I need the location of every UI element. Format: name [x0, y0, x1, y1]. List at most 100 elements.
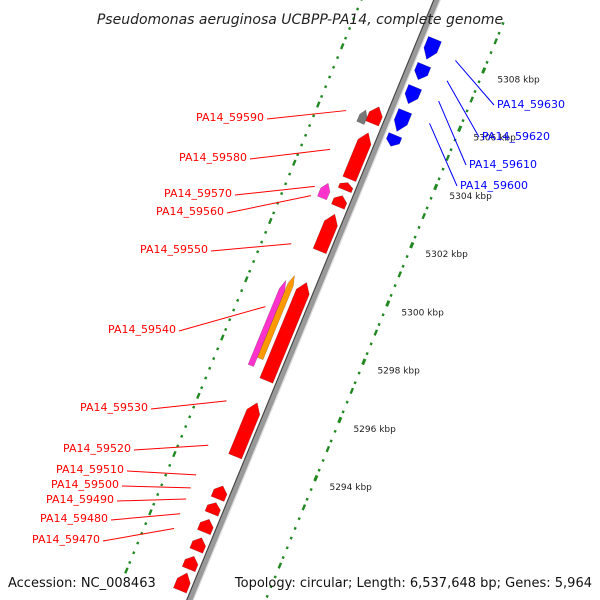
scale-tick — [381, 313, 385, 317]
gene-label[interactable]: PA14_59580 — [179, 151, 247, 164]
scale-tick — [461, 118, 465, 123]
gene-label[interactable]: PA14_59610 — [469, 158, 537, 171]
scale-tick — [369, 342, 373, 346]
reverse-gene-arrow[interactable] — [423, 36, 442, 60]
kbp-tick — [481, 67, 487, 74]
scale-tick — [289, 536, 293, 540]
gene-label[interactable]: PA14_59520 — [63, 442, 131, 455]
kbp-label: 5298 kbp — [377, 367, 420, 377]
highlight-gray-box[interactable] — [356, 109, 368, 125]
gene-label[interactable]: PA14_59480 — [40, 512, 108, 525]
kbp-label: 5302 kbp — [425, 250, 468, 260]
scale-tick — [280, 191, 284, 196]
scale-tick — [349, 387, 355, 395]
scale-tick — [317, 468, 321, 472]
reverse-gene-arrow[interactable] — [386, 132, 403, 147]
scale-tick — [377, 322, 381, 327]
gene-leader-line — [446, 80, 480, 138]
highlight-orange-bar[interactable] — [257, 274, 295, 361]
scale-tick — [268, 217, 273, 225]
scale-tick — [297, 517, 301, 521]
scale-tick — [168, 463, 172, 468]
forward-gene-arrow[interactable] — [342, 132, 372, 182]
gene-label[interactable]: PA14_59540 — [108, 323, 176, 336]
scale-tick — [320, 94, 324, 99]
scale-tick — [389, 293, 393, 297]
scale-tick — [204, 376, 208, 380]
scale-tick — [176, 444, 180, 448]
gene-label[interactable]: PA14_59600 — [460, 179, 528, 192]
gene-label[interactable]: PA14_59510 — [56, 463, 124, 476]
scale-tick — [192, 405, 196, 409]
gene-label[interactable]: PA14_59500 — [51, 478, 119, 491]
forward-gene-arrow[interactable] — [228, 402, 261, 460]
reverse-gene-arrow[interactable] — [393, 108, 413, 132]
scale-tick — [473, 89, 477, 94]
forward-gene-arrow[interactable] — [181, 555, 199, 573]
genome-backbone-edge — [192, 0, 441, 600]
scale-tick — [136, 541, 140, 545]
scale-tick — [228, 318, 232, 322]
gene-label[interactable]: PA14_59630 — [497, 98, 565, 111]
gene-leader-line — [234, 185, 315, 196]
scale-tick — [216, 347, 220, 351]
forward-gene-arrow[interactable] — [204, 502, 221, 517]
scale-tick — [333, 429, 337, 433]
scale-tick — [308, 123, 312, 128]
reverse-gene-arrow[interactable] — [404, 84, 423, 105]
scale-tick — [188, 415, 192, 419]
scale-tick — [425, 206, 429, 210]
gene-label[interactable]: PA14_59620 — [482, 130, 550, 143]
gene-leader-line — [121, 485, 191, 489]
gene-label[interactable]: PA14_59490 — [46, 493, 114, 506]
scale-tick — [269, 585, 273, 589]
scale-tick — [305, 497, 309, 501]
forward-gene-arrow[interactable] — [312, 213, 338, 255]
scale-tick — [393, 284, 397, 288]
scale-tick — [321, 458, 325, 463]
scale-tick — [429, 196, 433, 200]
highlight-magenta-bar[interactable] — [247, 279, 287, 367]
kbp-label: 5306 kbp — [473, 134, 516, 144]
accession-text: Accession: NC_008463 — [8, 576, 156, 591]
gene-label[interactable]: PA14_59550 — [140, 243, 208, 256]
forward-gene-arrow[interactable] — [331, 195, 348, 210]
scale-tick — [172, 450, 177, 458]
scale-tick — [293, 526, 297, 531]
forward-gene-arrow[interactable] — [210, 485, 228, 502]
scale-tick — [345, 400, 349, 404]
scale-tick — [292, 159, 297, 167]
kbp-tick — [337, 416, 343, 424]
forward-gene-arrow[interactable] — [259, 282, 310, 384]
scale-tick — [300, 143, 304, 147]
forward-gene-arrow[interactable] — [197, 518, 214, 536]
gene-label[interactable]: PA14_59590 — [196, 111, 264, 124]
scale-tick — [260, 240, 264, 244]
reverse-gene-arrow[interactable] — [414, 61, 432, 81]
scale-tick — [325, 445, 331, 453]
scale-tick — [248, 269, 252, 273]
scale-tick — [397, 271, 403, 278]
gene-leader-line — [116, 498, 187, 502]
forward-gene-arrow[interactable] — [365, 106, 383, 127]
forward-gene-arrow[interactable] — [337, 182, 354, 194]
gene-label[interactable]: PA14_59560 — [156, 205, 224, 218]
scale-tick — [256, 250, 260, 254]
scale-tick — [489, 51, 493, 55]
forward-gene-arrow[interactable] — [173, 572, 191, 594]
kbp-label: 5296 kbp — [353, 425, 396, 435]
scale-tick — [405, 254, 409, 259]
scale-tick — [347, 26, 352, 31]
highlight-magenta-box[interactable] — [317, 182, 331, 201]
forward-gene-arrow[interactable] — [189, 537, 207, 554]
gene-leader-line — [110, 513, 181, 521]
gene-label[interactable]: PA14_59470 — [32, 533, 100, 546]
gene-label[interactable]: PA14_59530 — [80, 401, 148, 414]
scale-tick — [196, 392, 201, 400]
kbp-tick — [433, 183, 439, 191]
scale-tick — [413, 235, 417, 239]
gene-label[interactable]: PA14_59570 — [164, 187, 232, 200]
scale-tick — [449, 148, 453, 152]
scale-tick — [373, 329, 379, 336]
